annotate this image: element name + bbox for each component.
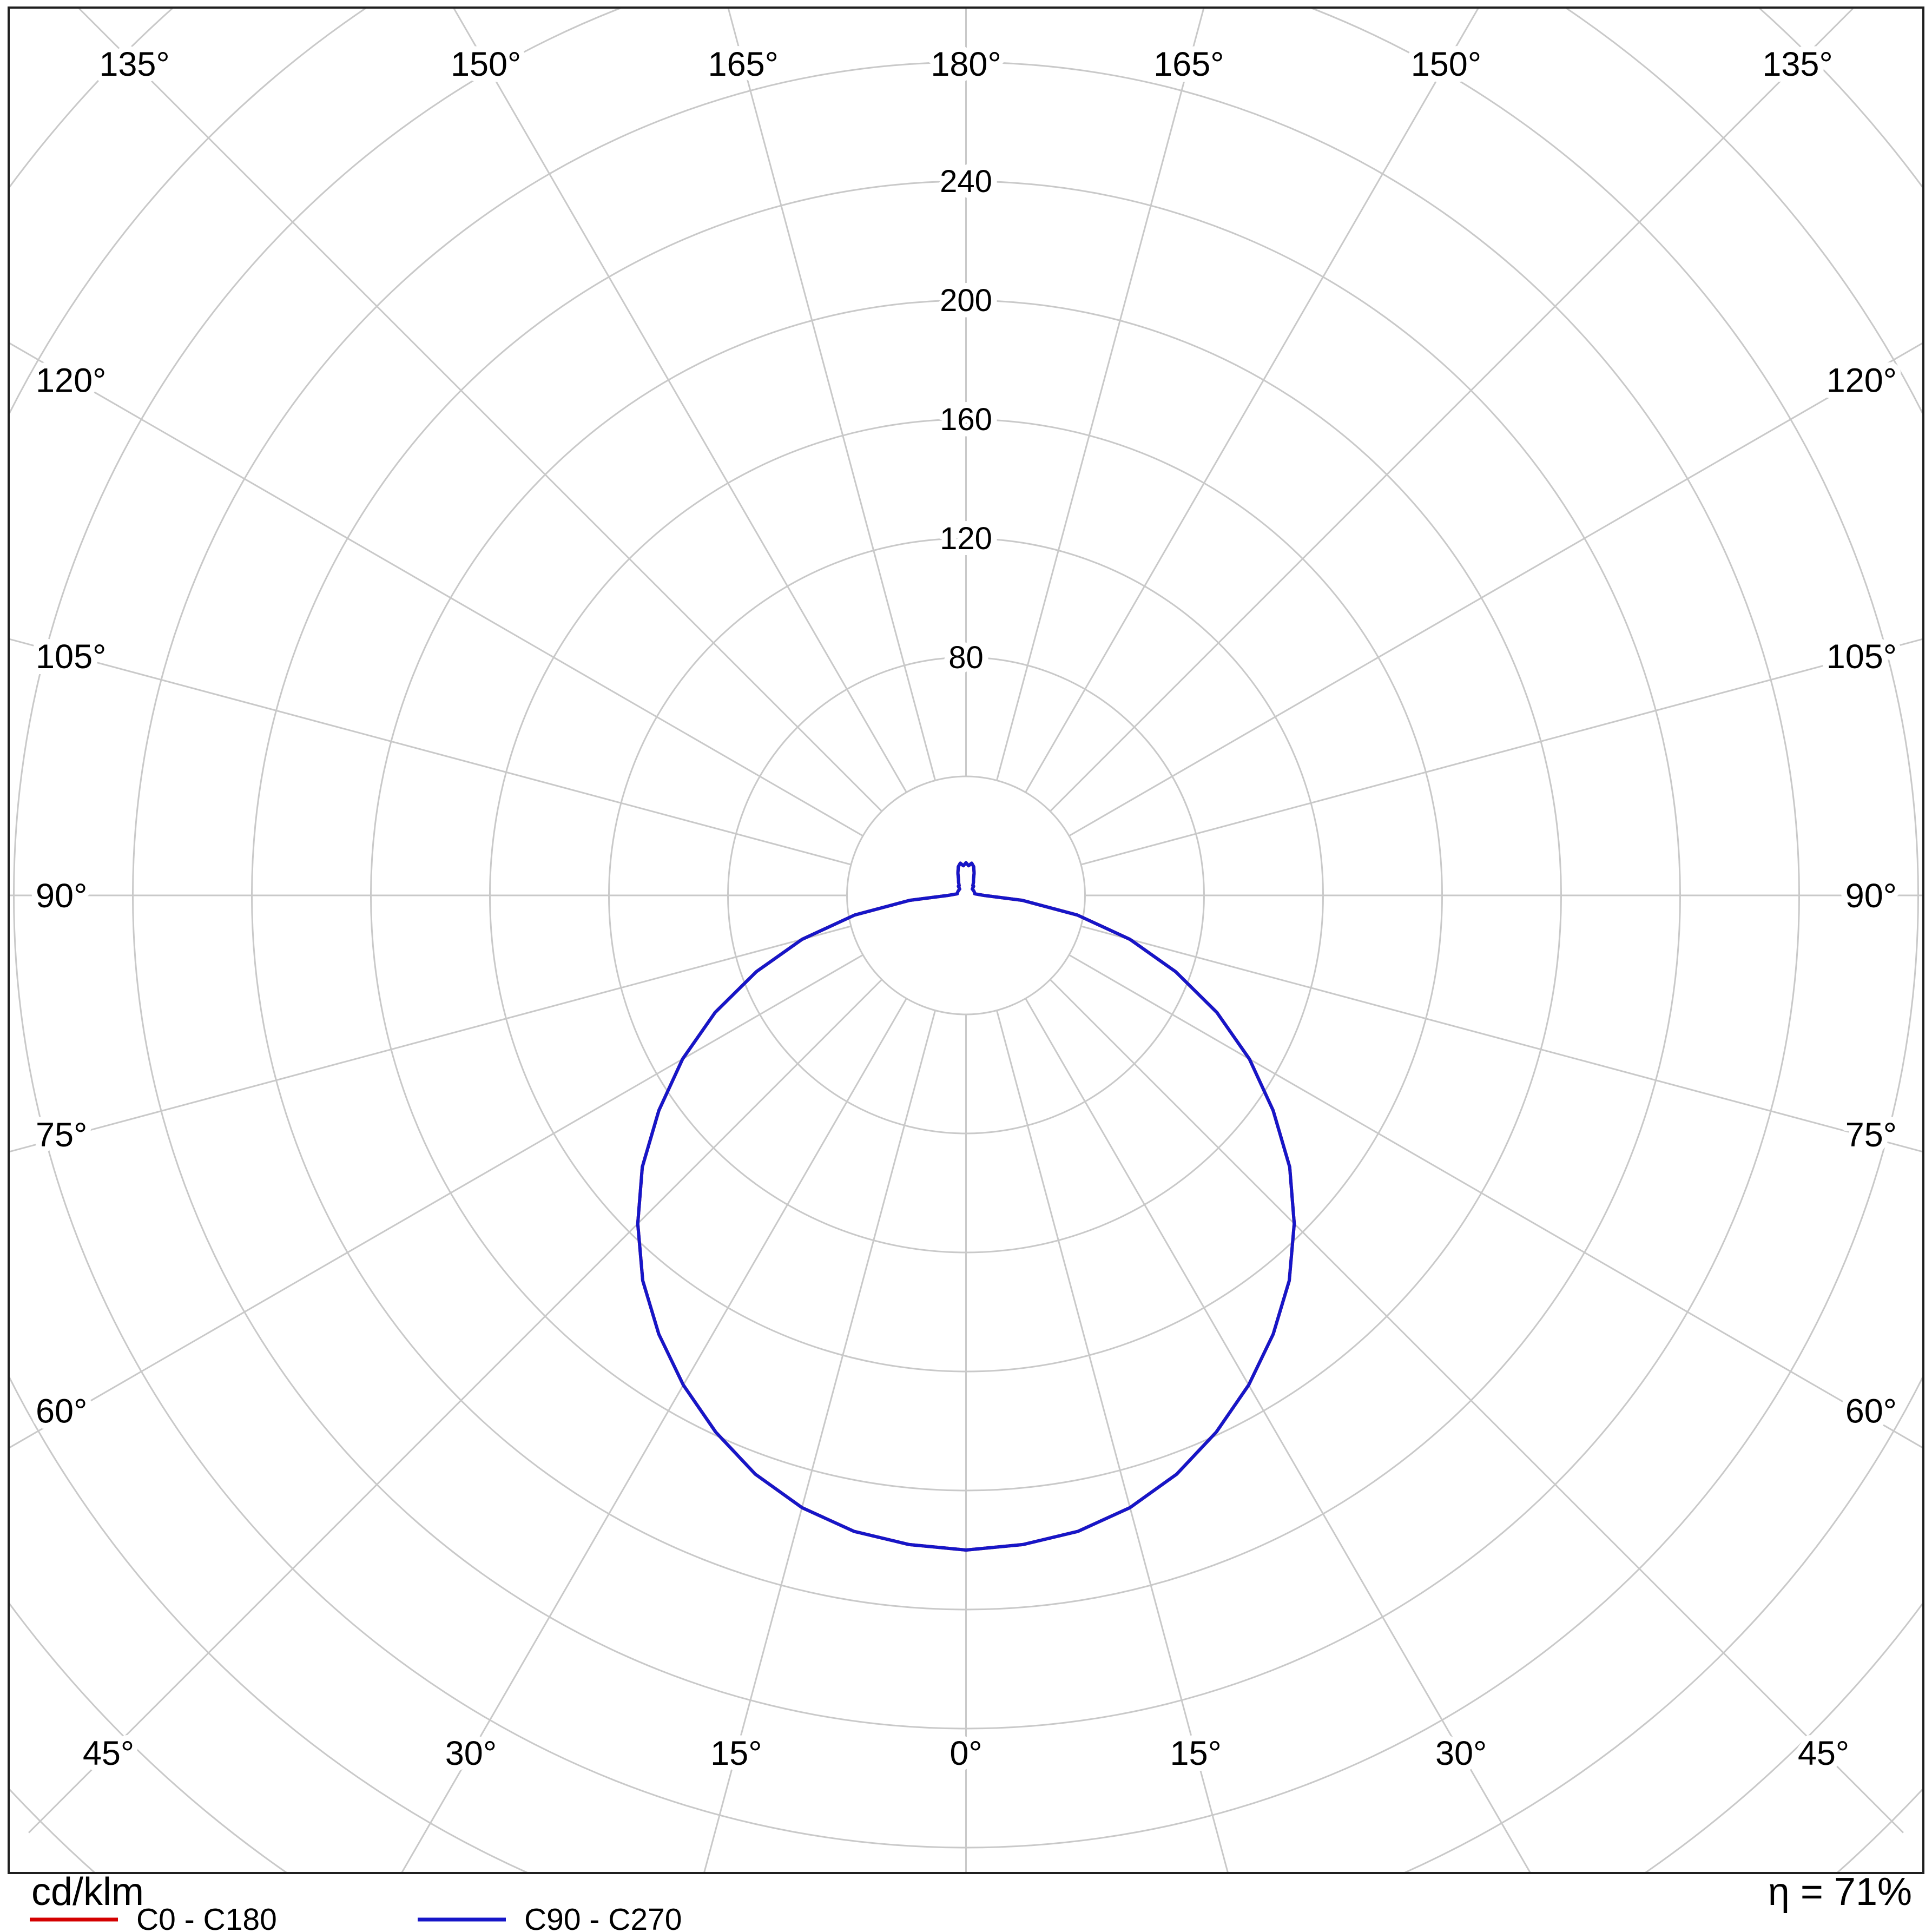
grid-ray-135 [1050,8,1855,812]
axis-labels: 80 120 160 200 240 0° 15° 15° 30° 30° 45° 45° 60° 60°… [30,39,1903,1778]
legend-label-c90-c270: C90 - C270 [524,1902,682,1932]
angle-label-120-right: 120° [1827,361,1897,399]
curve-c90-c270 [636,861,1296,1552]
grid-ray-225 [77,8,882,812]
grid-ray-300 [9,954,863,1449]
angle-label-90-right: 90° [1845,877,1897,915]
angle-label-75-left: 75° [36,1116,87,1154]
grid-ray-240 [9,341,863,837]
ring-label-240: 240 [940,164,992,199]
grid-ray-195 [727,8,937,781]
angle-label-105-right: 105° [1827,638,1897,676]
grid-ray-315 [28,979,882,1834]
angle-label-45-left: 45° [83,1735,134,1772]
angle-label-165-right: 165° [1153,45,1224,83]
grid-ray-30 [1025,998,1532,1873]
angle-label-180-right: 180° [931,45,1001,83]
ring-label-160: 160 [940,402,992,437]
ring-label-80: 80 [948,640,984,675]
angle-label-15-right: 15° [1170,1735,1222,1772]
angle-label-60-left: 60° [36,1393,87,1430]
angle-label-150-right: 150° [1411,45,1481,83]
plot-border [8,6,1924,1874]
angle-label-135-left: 135° [99,45,169,83]
ring-label-120: 120 [940,521,992,556]
grid-ray-330 [400,998,907,1873]
angle-label-30-left: 30° [445,1735,497,1772]
legend-label-c0-c180: C0 - C180 [136,1902,277,1932]
angle-label-150-left: 150° [451,45,521,83]
grid-ray-120 [1069,341,1923,837]
ring-label-200: 200 [940,283,992,318]
angle-label-15-left: 15° [710,1735,762,1772]
grid-ray-105 [1080,638,1923,866]
angle-label-135-right: 135° [1762,45,1832,83]
grid-ray-75 [1080,925,1923,1153]
intensity-curves [636,861,1296,1552]
angle-label-75-right: 75° [1845,1116,1897,1154]
grid-ray-345 [703,1010,937,1873]
angle-label-0-right: 0° [949,1735,982,1772]
angle-label-45-right: 45° [1798,1735,1849,1772]
grid-ray-285 [9,925,852,1153]
unit-label: cd/klm [31,1870,144,1914]
grid-ray-60 [1069,954,1923,1449]
grid-ray-45 [1050,979,1904,1834]
grid-ray-255 [9,638,852,866]
grid-ray-150 [1025,8,1480,793]
angle-label-30-right: 30° [1435,1735,1487,1772]
angle-label-90-left: 90° [36,877,87,915]
efficiency-label: η = 71% [1768,1870,1912,1914]
angle-label-120-left: 120° [36,361,106,399]
angle-label-165-left: 165° [708,45,779,83]
grid-ring-40 [846,775,1086,1016]
grid-ray-210 [452,8,907,793]
angle-label-105-left: 105° [36,638,106,676]
grid-ray-15 [995,1010,1229,1873]
legend: C0 - C180 C90 - C270 [30,1902,682,1932]
grid-ray-165 [995,8,1205,781]
angle-label-60-right: 60° [1845,1393,1897,1430]
